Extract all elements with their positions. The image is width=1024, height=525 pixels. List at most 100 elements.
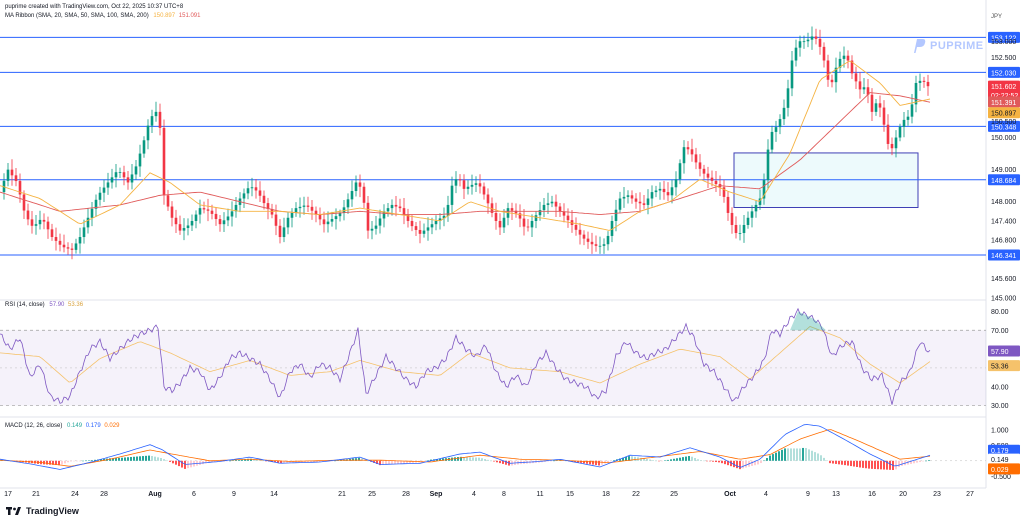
candle-body[interactable] xyxy=(834,67,838,83)
candle-body[interactable] xyxy=(510,208,514,211)
candle-body[interactable] xyxy=(694,154,698,163)
candle-body[interactable] xyxy=(494,212,498,221)
candle-body[interactable] xyxy=(430,224,434,228)
candle-body[interactable] xyxy=(190,220,194,226)
candle-body[interactable] xyxy=(626,195,630,197)
candle-body[interactable] xyxy=(234,204,238,212)
candle-body[interactable] xyxy=(550,201,554,204)
candle-body[interactable] xyxy=(74,243,78,250)
candle-body[interactable] xyxy=(538,210,542,216)
candle-body[interactable] xyxy=(774,127,778,132)
candle-body[interactable] xyxy=(366,202,370,231)
candle-body[interactable] xyxy=(902,119,906,127)
candle-body[interactable] xyxy=(466,186,470,189)
candle-body[interactable] xyxy=(206,209,210,211)
candle-body[interactable] xyxy=(306,205,310,207)
candle-body[interactable] xyxy=(730,212,734,225)
candle-body[interactable] xyxy=(582,234,586,239)
candle-body[interactable] xyxy=(222,220,226,225)
candle-body[interactable] xyxy=(402,208,406,215)
candle-body[interactable] xyxy=(630,195,634,199)
candle-body[interactable] xyxy=(782,107,786,120)
candle-body[interactable] xyxy=(758,198,762,205)
candle-body[interactable] xyxy=(38,219,42,225)
candle-body[interactable] xyxy=(114,172,118,178)
candle-body[interactable] xyxy=(34,224,38,226)
candle-body[interactable] xyxy=(182,228,186,231)
candle-body[interactable] xyxy=(414,226,418,230)
candle-body[interactable] xyxy=(634,198,638,202)
candle-body[interactable] xyxy=(574,224,578,230)
candle-body[interactable] xyxy=(462,180,466,189)
candle-body[interactable] xyxy=(726,196,730,213)
candle-body[interactable] xyxy=(514,210,518,214)
candle-body[interactable] xyxy=(534,215,538,221)
candle-body[interactable] xyxy=(198,208,202,215)
candle-body[interactable] xyxy=(314,210,318,215)
candle-body[interactable] xyxy=(738,233,742,234)
candle-body[interactable] xyxy=(426,227,430,231)
candle-body[interactable] xyxy=(602,244,606,246)
candle-body[interactable] xyxy=(846,55,850,61)
candlestick-series[interactable] xyxy=(2,26,930,260)
horizontal-levels[interactable]: 153.122 152.030 150.348 148.684 146.341 xyxy=(0,31,1020,261)
candle-body[interactable] xyxy=(458,179,462,181)
candle-body[interactable] xyxy=(270,209,274,215)
candle-body[interactable] xyxy=(870,94,874,112)
candle-body[interactable] xyxy=(670,187,674,196)
candle-body[interactable] xyxy=(54,237,58,241)
candle-body[interactable] xyxy=(586,238,590,242)
candle-body[interactable] xyxy=(446,204,450,216)
candle-body[interactable] xyxy=(814,36,818,39)
candle-body[interactable] xyxy=(482,186,486,195)
candle-body[interactable] xyxy=(386,208,390,212)
candle-body[interactable] xyxy=(874,103,878,112)
candle-body[interactable] xyxy=(806,39,810,42)
candle-body[interactable] xyxy=(722,187,726,197)
candle-body[interactable] xyxy=(398,206,402,209)
candle-body[interactable] xyxy=(282,227,286,238)
candle-body[interactable] xyxy=(750,211,754,218)
candle-body[interactable] xyxy=(62,244,66,248)
candle-body[interactable] xyxy=(410,220,414,227)
candle-body[interactable] xyxy=(686,147,690,150)
candle-body[interactable] xyxy=(454,179,458,186)
candle-body[interactable] xyxy=(706,173,710,178)
candle-body[interactable] xyxy=(614,209,618,221)
candle-body[interactable] xyxy=(766,149,770,181)
ma-ribbon-legend[interactable]: MA Ribbon (SMA, 20, SMA, 50, SMA, 100, S… xyxy=(5,13,200,19)
candle-body[interactable] xyxy=(594,244,598,246)
candle-body[interactable] xyxy=(358,182,362,187)
candle-body[interactable] xyxy=(394,204,398,207)
candle-body[interactable] xyxy=(362,186,366,203)
candle-body[interactable] xyxy=(794,47,798,61)
candle-body[interactable] xyxy=(638,201,642,204)
candle-body[interactable] xyxy=(778,119,782,128)
candle-body[interactable] xyxy=(522,218,526,227)
candle-body[interactable] xyxy=(202,208,206,210)
candle-body[interactable] xyxy=(42,219,46,222)
candle-body[interactable] xyxy=(910,104,914,117)
candle-body[interactable] xyxy=(754,204,758,212)
candle-body[interactable] xyxy=(502,217,506,228)
candle-body[interactable] xyxy=(6,169,10,181)
candle-body[interactable] xyxy=(194,214,198,221)
candle-body[interactable] xyxy=(58,240,62,245)
candle-body[interactable] xyxy=(518,213,522,219)
candle-body[interactable] xyxy=(842,55,846,59)
candle-body[interactable] xyxy=(470,184,474,187)
candle-body[interactable] xyxy=(138,153,142,167)
macd-legend[interactable]: MACD (12, 26, close) 0.149 0.179 0.029 xyxy=(5,423,119,429)
candle-body[interactable] xyxy=(382,211,386,219)
candle-body[interactable] xyxy=(890,143,894,149)
candle-body[interactable] xyxy=(862,87,866,90)
candle-body[interactable] xyxy=(318,214,322,220)
candle-body[interactable] xyxy=(770,131,774,150)
candle-body[interactable] xyxy=(498,220,502,228)
candle-body[interactable] xyxy=(742,224,746,234)
candle-body[interactable] xyxy=(898,126,902,138)
candle-body[interactable] xyxy=(914,82,918,105)
candle-body[interactable] xyxy=(342,207,346,213)
candle-body[interactable] xyxy=(310,206,314,211)
